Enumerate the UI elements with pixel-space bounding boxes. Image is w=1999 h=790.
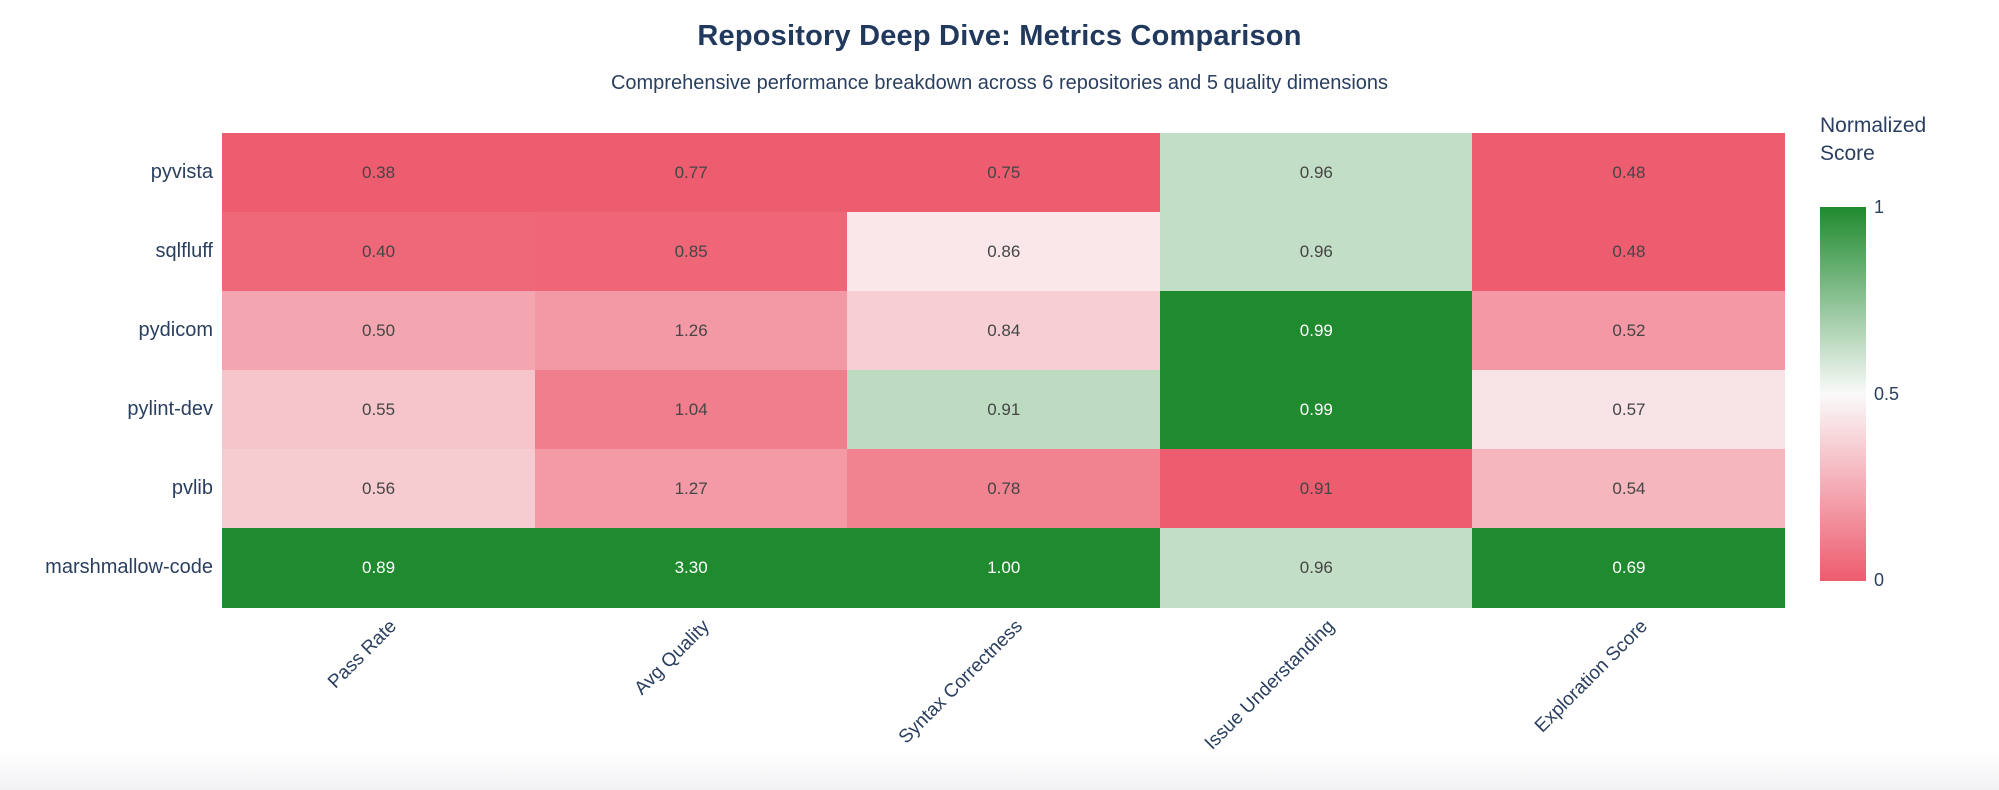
- heatmap-cell: 0.77: [534, 133, 848, 213]
- heatmap-cell: 0.38: [222, 133, 536, 213]
- row-label: pylint-dev: [127, 398, 213, 420]
- heatmap-cell: 0.84: [847, 291, 1161, 371]
- heatmap-cell: 0.54: [1472, 449, 1786, 529]
- colorbar-tick-max: 1: [1874, 197, 1885, 217]
- heatmap-cell: 0.56: [222, 449, 536, 529]
- heatmap-cell: 0.48: [1472, 212, 1786, 292]
- colorbar-title: Normalized Score: [1820, 114, 1927, 166]
- heatmap-cell: 1.26: [534, 291, 848, 371]
- heatmap-cell: 0.86: [847, 212, 1161, 292]
- row-label: marshmallow-code: [45, 556, 213, 578]
- heatmap-cell: 1.27: [534, 449, 848, 529]
- heatmap-cell: 0.96: [1159, 528, 1473, 608]
- chart-title: Repository Deep Dive: Metrics Comparison: [697, 20, 1302, 52]
- heatmap-cell: 0.91: [1159, 449, 1473, 529]
- heatmap-cell: 1.00: [847, 528, 1161, 608]
- row-label: pvlib: [171, 477, 213, 499]
- heatmap-cell: 1.04: [534, 370, 848, 450]
- heatmap-cell: 3.30: [534, 528, 848, 608]
- colorbar-gradient: [1820, 207, 1866, 581]
- colorbar-tick-min: 0: [1874, 570, 1885, 590]
- row-label: pydicom: [138, 319, 213, 341]
- row-label: sqlfluff: [155, 240, 213, 262]
- heatmap-cell: 0.96: [1159, 133, 1473, 213]
- heatmap-cell: 0.75: [847, 133, 1161, 213]
- heatmap-cell: 0.89: [222, 528, 536, 608]
- heatmap-cell: 0.57: [1472, 370, 1786, 450]
- colorbar-tick-mid: 0.5: [1874, 384, 1900, 404]
- heatmap-cell: 0.99: [1159, 291, 1473, 371]
- row-label: pyvista: [150, 161, 213, 183]
- heatmap-cell: 0.78: [847, 449, 1161, 529]
- heatmap-cell: 0.91: [847, 370, 1161, 450]
- heatmap-cell: 0.99: [1159, 370, 1473, 450]
- heatmap-cell: 0.96: [1159, 212, 1473, 292]
- window-bottom-edge: [0, 752, 1999, 790]
- heatmap-cell: 0.40: [222, 212, 536, 292]
- heatmap-cell: 0.85: [534, 212, 848, 292]
- chart-subtitle: Comprehensive performance breakdown acro…: [610, 72, 1389, 94]
- heatmap-cell: 0.69: [1472, 528, 1786, 608]
- heatmap-cell: 0.50: [222, 291, 536, 371]
- heatmap-cell: 0.48: [1472, 133, 1786, 213]
- heatmap-grid: 0.38 0.77 0.75 0.96 0.48 0.40 0.85 0.86 0.96 0.48…: [222, 133, 1786, 608]
- heatmap-cell: 0.55: [222, 370, 536, 450]
- heatmap-cell: 0.52: [1472, 291, 1786, 371]
